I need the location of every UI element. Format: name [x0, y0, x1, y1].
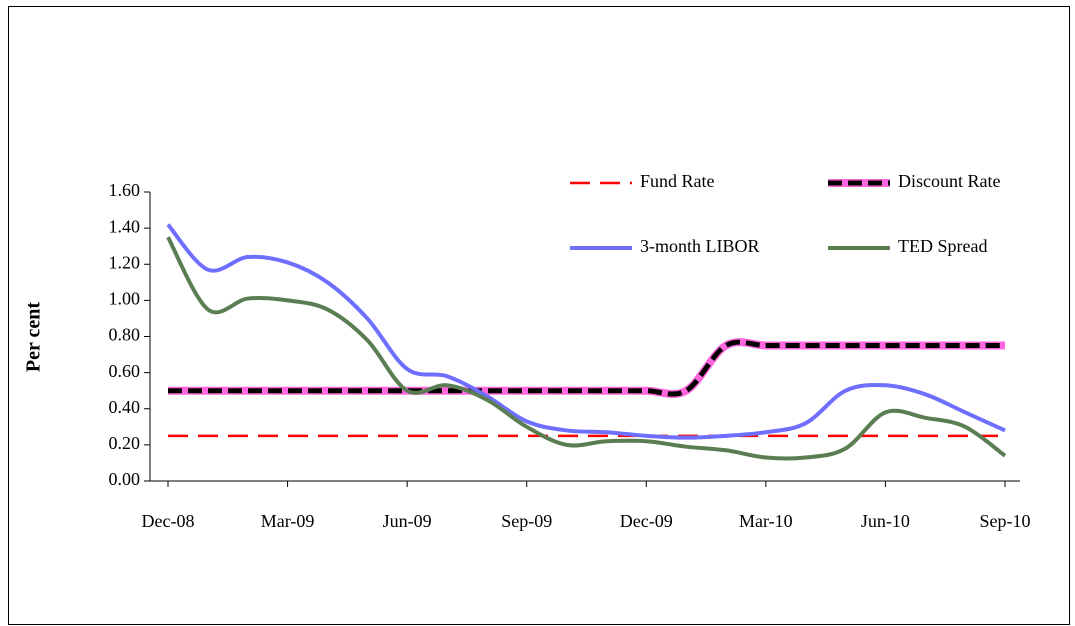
y-tick-label: 1.20 — [109, 252, 141, 272]
legend-label: TED Spread — [898, 236, 987, 256]
x-tick-label: Mar-10 — [739, 511, 793, 531]
y-tick-label: 0.80 — [109, 325, 141, 345]
legend-label: Fund Rate — [640, 171, 715, 191]
x-tick-label: Dec-09 — [620, 511, 673, 531]
y-axis-label: Per cent — [23, 302, 45, 372]
x-tick-label: Jun-09 — [383, 511, 432, 531]
y-tick-label: 0.20 — [109, 433, 141, 453]
x-tick-label: Dec-08 — [142, 511, 195, 531]
x-tick-label: Sep-10 — [980, 511, 1031, 531]
series-line — [166, 223, 1006, 440]
series-line — [166, 236, 1007, 461]
legend-label: 3-month LIBOR — [640, 236, 760, 256]
frame — [8, 6, 1070, 625]
y-tick-label: 0.00 — [109, 469, 141, 489]
y-tick-label: 0.60 — [109, 361, 141, 381]
y-tick-label: 1.00 — [109, 289, 141, 309]
x-tick-label: Jun-10 — [861, 511, 910, 531]
x-tick-label: Sep-09 — [501, 511, 552, 531]
y-tick-label: 0.40 — [109, 397, 141, 417]
series-line — [168, 338, 1005, 398]
y-tick-label: 1.60 — [109, 180, 141, 200]
legend-label: Discount Rate — [898, 171, 1000, 191]
y-tick-label: 1.40 — [109, 216, 141, 236]
x-tick-label: Mar-09 — [261, 511, 315, 531]
